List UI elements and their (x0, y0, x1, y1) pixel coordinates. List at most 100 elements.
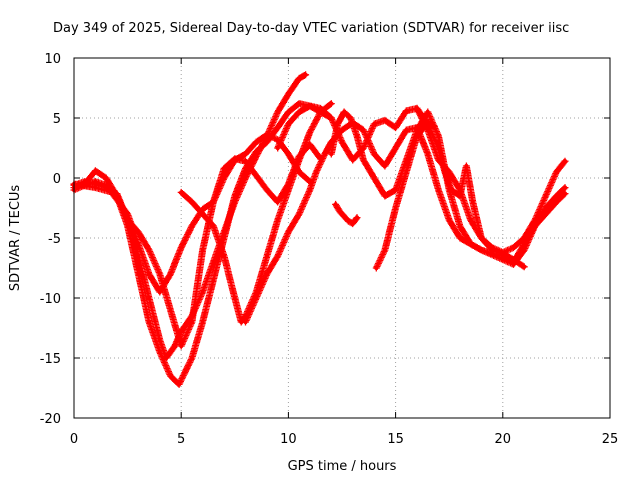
data-point (393, 125, 398, 130)
data-point (286, 91, 291, 97)
data-point (554, 199, 559, 205)
data-point (522, 241, 527, 247)
data-point (189, 199, 195, 205)
data-point (341, 109, 347, 115)
data-point (179, 190, 184, 195)
data-point (303, 72, 308, 78)
data-point (179, 245, 184, 250)
data-point (371, 151, 377, 157)
data-point (436, 133, 441, 139)
data-point (136, 229, 141, 235)
data-point (221, 253, 227, 259)
data-series (70, 71, 569, 388)
data-point (254, 295, 259, 301)
data-point (211, 199, 216, 205)
data-point (93, 185, 98, 190)
data-point (221, 166, 227, 171)
data-point (543, 211, 548, 217)
data-point (179, 343, 184, 349)
data-point (275, 217, 280, 223)
data-point (464, 163, 469, 169)
data-point (168, 271, 173, 277)
data-point (179, 329, 184, 334)
data-point (371, 121, 377, 127)
data-point (232, 193, 237, 199)
x-tick-label: 25 (602, 432, 619, 447)
data-point (382, 193, 388, 199)
data-point (329, 151, 334, 157)
chart-title: Day 349 of 2025, Sidereal Day-to-day VTE… (53, 21, 569, 36)
data-point (286, 229, 291, 235)
data-point (350, 221, 355, 226)
data-point (254, 149, 259, 154)
data-point (468, 241, 473, 247)
data-point (318, 106, 323, 111)
data-point (286, 121, 291, 127)
data-point (200, 319, 205, 325)
data-point (414, 133, 420, 139)
data-point (296, 101, 302, 106)
data-point (157, 289, 162, 295)
data-point (296, 76, 302, 81)
data-point (404, 169, 409, 175)
data-point (136, 271, 141, 277)
data-point (307, 103, 313, 109)
x-axis-label: GPS time / hours (288, 459, 397, 474)
data-point (341, 214, 347, 219)
data-point (286, 151, 291, 157)
data-point (146, 319, 152, 325)
y-tick-label: -5 (48, 232, 61, 247)
data-point (511, 257, 516, 262)
data-point (136, 241, 141, 247)
data-point (500, 251, 505, 256)
data-point (264, 132, 270, 137)
data-point (404, 127, 409, 133)
data-point (511, 245, 516, 250)
data-point (457, 223, 463, 229)
data-point (562, 159, 568, 164)
data-point (189, 319, 195, 325)
data-point (354, 215, 360, 220)
series-track-11 (413, 104, 528, 271)
data-point (554, 169, 559, 175)
data-point (337, 209, 343, 214)
data-point (339, 127, 345, 133)
data-point (543, 193, 548, 199)
data-point (436, 145, 441, 151)
data-point (361, 157, 366, 163)
data-point (425, 151, 430, 157)
y-axis-label: SDTVAR / TECUs (8, 185, 23, 292)
data-point (286, 187, 291, 193)
data-point (168, 307, 173, 313)
data-point (296, 157, 302, 163)
data-point (176, 382, 182, 387)
data-point (393, 187, 398, 193)
data-point (146, 271, 152, 277)
data-point (243, 159, 248, 164)
data-point (200, 247, 205, 253)
data-point (532, 223, 538, 229)
data-point (254, 173, 259, 178)
plot-frame (73, 57, 611, 419)
data-point (146, 247, 152, 253)
data-point (468, 217, 473, 223)
data-point (275, 109, 280, 115)
data-point (335, 121, 340, 127)
tick-labels: 0 5 10 15 20 25 -20 -15 -10 -5 0 5 10 (40, 52, 619, 447)
data-point (211, 277, 216, 283)
data-point (243, 151, 248, 157)
data-point (382, 163, 388, 169)
data-point (425, 109, 430, 115)
data-point (333, 202, 338, 207)
data-point (168, 373, 173, 379)
data-point (275, 145, 280, 151)
data-point (243, 319, 248, 325)
y-tick-label: 0 (53, 172, 61, 187)
data-point (322, 151, 328, 157)
data-point (189, 223, 195, 229)
x-tick-label: 0 (70, 432, 78, 447)
y-tick-label: -20 (40, 412, 61, 427)
data-point (296, 109, 302, 115)
